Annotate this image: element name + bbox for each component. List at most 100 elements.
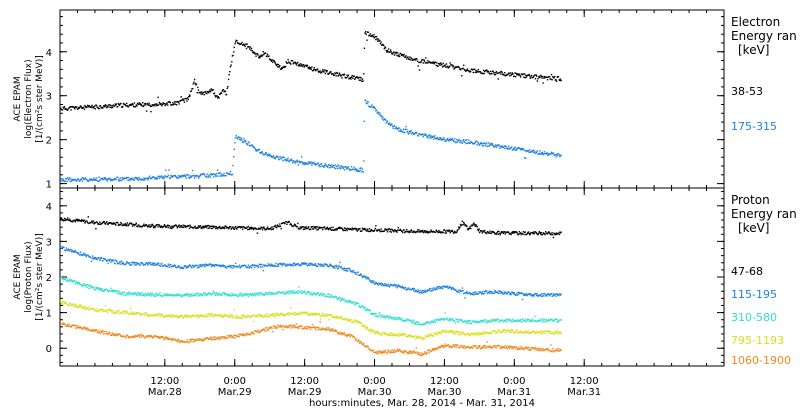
data-point (288, 161, 291, 163)
data-point (221, 175, 223, 177)
data-point (252, 227, 254, 229)
data-point (349, 76, 351, 79)
data-point (514, 319, 517, 322)
data-point (382, 284, 385, 287)
data-point (198, 264, 200, 266)
data-point (141, 105, 143, 107)
data-point (269, 293, 271, 295)
data-point (452, 286, 454, 289)
data-point (482, 320, 485, 323)
data-point (158, 104, 160, 106)
data-point (259, 55, 262, 57)
data-point (293, 160, 296, 163)
data-point (110, 287, 112, 289)
data-point (543, 151, 546, 153)
data-point (485, 322, 487, 324)
data-point (416, 58, 418, 60)
data-point (90, 222, 92, 224)
data-point (299, 311, 301, 313)
data-point (272, 265, 275, 267)
data-point (76, 304, 78, 306)
data-point (177, 266, 179, 268)
data-point (514, 332, 516, 334)
data-point (408, 130, 410, 132)
data-point (91, 104, 93, 107)
data-point (185, 314, 187, 317)
data-point (476, 144, 478, 146)
data-point (334, 267, 336, 269)
data-point (481, 292, 483, 294)
data-point (287, 264, 289, 267)
data-point (548, 231, 550, 233)
data-point (380, 316, 382, 318)
data-point (451, 64, 453, 66)
data-point (261, 152, 264, 154)
data-point (184, 294, 187, 296)
data-point (404, 56, 407, 58)
data-point (288, 160, 290, 162)
data-point (373, 230, 375, 232)
data-point (76, 283, 79, 285)
data-point (287, 157, 289, 160)
data-point (292, 291, 294, 294)
data-point (243, 314, 245, 316)
data-point (89, 284, 91, 286)
data-point (413, 59, 415, 61)
data-point (92, 220, 95, 222)
data-point (301, 262, 303, 264)
data-point (480, 321, 483, 323)
data-point (373, 280, 375, 283)
data-point (399, 130, 401, 132)
data-point (244, 293, 246, 295)
data-point (212, 313, 214, 316)
data-point (444, 312, 446, 314)
data-point (149, 262, 152, 264)
data-point (426, 290, 428, 292)
data-point (415, 321, 417, 323)
data-point (261, 314, 263, 316)
data-point (250, 265, 252, 267)
data-point (61, 247, 63, 249)
data-point (372, 312, 374, 314)
data-point (327, 229, 330, 231)
data-point (294, 263, 296, 266)
data-point (230, 174, 232, 176)
data-point (254, 314, 256, 316)
data-point (161, 226, 164, 229)
data-point (248, 228, 250, 230)
data-point (271, 59, 273, 61)
data-point (361, 171, 363, 173)
data-point (230, 64, 232, 66)
data-point (231, 265, 234, 267)
data-point (70, 251, 73, 253)
data-point (201, 315, 203, 317)
data-point (218, 175, 220, 177)
data-point (257, 265, 259, 267)
data-point (247, 228, 249, 231)
data-point (473, 320, 475, 322)
y-tick-label: 4 (46, 202, 52, 213)
data-point (555, 79, 557, 81)
data-point (234, 265, 236, 268)
data-point (388, 228, 391, 230)
data-point (310, 161, 312, 163)
data-point (263, 264, 265, 266)
data-point (417, 135, 419, 137)
data-point (318, 71, 320, 73)
data-point (151, 262, 153, 264)
data-point (131, 103, 134, 105)
data-point (483, 292, 485, 295)
data-point (233, 308, 235, 311)
data-point (172, 295, 175, 297)
data-point (393, 51, 395, 53)
data-point (265, 314, 268, 316)
data-point (450, 319, 453, 321)
data-point (366, 307, 368, 310)
data-point (327, 319, 330, 321)
data-point (308, 262, 310, 265)
data-point (375, 225, 377, 227)
data-point (240, 265, 243, 268)
data-point (71, 179, 73, 182)
data-point (413, 230, 416, 233)
data-point (406, 128, 408, 131)
